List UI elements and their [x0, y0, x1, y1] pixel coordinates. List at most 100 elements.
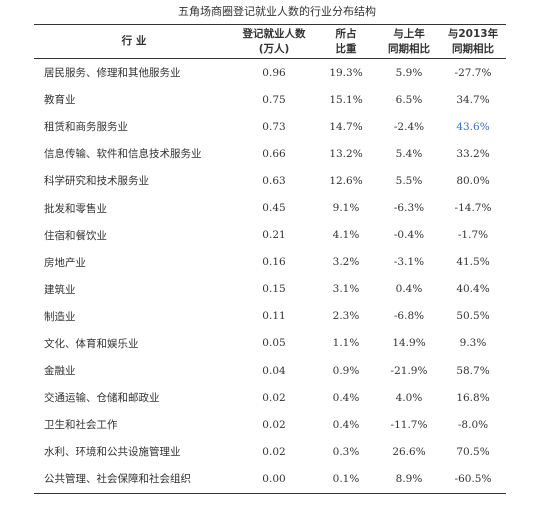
table-row: 住宿和餐饮业 0.21 4.1% -0.4% -1.7% [34, 222, 506, 249]
table-row: 卫生和社会工作 0.02 0.4% -11.7% -8.0% [34, 411, 506, 438]
header-line: 同期相比 [388, 42, 430, 55]
table-cell: 0.75 [262, 93, 286, 106]
table-cell: 16.8% [456, 391, 490, 404]
table-cell: 5.4% [395, 147, 423, 160]
table-cell: 0.4% [332, 391, 360, 404]
table-cell: 50.5% [456, 310, 490, 323]
table-header: 行 业登记就业人数 (万人) 所占 比重 与上年 同期相比 与2013年 同期相比 [34, 24, 506, 59]
table-cell: 0.02 [262, 418, 286, 431]
table-cell: 0.21 [262, 229, 286, 242]
table-cell: -6.3% [393, 202, 425, 215]
header-cell: 所占 比重 [314, 25, 378, 59]
table-cell: 2.3% [332, 310, 360, 323]
table-cell: 26.6% [392, 445, 426, 458]
table-cell: -0.4% [393, 229, 425, 242]
table-cell: 4.1% [332, 229, 360, 242]
header-line: 所占 [335, 27, 357, 40]
table-cell: 3.1% [332, 283, 360, 296]
table-row: 交通运输、仓储和邮政业 0.02 0.4% 4.0% 16.8% [34, 384, 506, 411]
table-row: 文化、体育和娱乐业 0.05 1.1% 14.9% 9.3% [34, 330, 506, 357]
table-cell: 建筑业 [44, 283, 76, 296]
table-cell: 水利、环境和公共设施管理业 [44, 446, 181, 459]
header-line: 登记就业人数 [242, 27, 306, 40]
table-cell: 41.5% [456, 256, 490, 269]
table-row: 教育业 0.75 15.1% 6.5% 34.7% [34, 86, 506, 113]
table-cell: 0.66 [262, 147, 286, 160]
table-cell: 0.4% [395, 283, 423, 296]
header-line: 与上年 [393, 27, 425, 40]
table-cell: 信息传输、软件和信息技术服务业 [44, 148, 202, 161]
table-cell: 0.00 [262, 472, 286, 485]
table-cell: 0.3% [332, 445, 360, 458]
table-cell: 文化、体育和娱乐业 [44, 337, 139, 350]
table-cell: 租赁和商务服务业 [44, 121, 128, 134]
header-line: 比重 [335, 42, 357, 55]
table-row: 居民服务、修理和其他服务业 0.96 19.3% 5.9% -27.7% [34, 59, 506, 87]
header-cell: 与上年 同期相比 [378, 25, 440, 59]
table-row: 水利、环境和公共设施管理业 0.02 0.3% 26.6% 70.5% [34, 438, 506, 465]
table-cell: 教育业 [44, 94, 76, 107]
table-cell: 5.5% [395, 174, 423, 187]
table-cell: -27.7% [454, 66, 492, 79]
table-cell: 5.9% [395, 66, 423, 79]
table-cell: 房地产业 [44, 256, 86, 269]
table-cell: 0.11 [262, 310, 286, 323]
table-row: 公共管理、社会保障和社会组织 0.00 0.1% 8.9% -60.5% [34, 465, 506, 493]
table-cell: 金融业 [44, 365, 76, 378]
header-cell: 登记就业人数 (万人) [234, 25, 314, 59]
table-cell: 0.16 [262, 256, 286, 269]
table-cell: 0.4% [332, 418, 360, 431]
table-cell: 0.05 [262, 337, 286, 350]
table-cell: 公共管理、社会保障和社会组织 [44, 473, 191, 486]
table-row: 建筑业 0.15 3.1% 0.4% 40.4% [34, 276, 506, 303]
table-cell: 33.2% [456, 147, 490, 160]
table-row: 批发和零售业 0.45 9.1% -6.3% -14.7% [34, 194, 506, 221]
table-cell: -1.7% [457, 229, 489, 242]
header-line: 与2013年 [447, 27, 499, 40]
title: 五角场商圈登记就业人数的行业分布结构 [178, 5, 376, 18]
table-cell: 9.3% [459, 337, 487, 350]
table-cell: 19.3% [329, 66, 363, 79]
table-cell: 9.1% [332, 202, 360, 215]
table-cell: 0.02 [262, 391, 286, 404]
table-row: 租赁和商务服务业 0.73 14.7% -2.4% 43.6% [34, 113, 506, 140]
table-body: 居民服务、修理和其他服务业 0.96 19.3% 5.9% -27.7% 教育业 0.75 1… [34, 59, 506, 493]
table-cell: 34.7% [456, 93, 490, 106]
table-cell: 0.96 [262, 66, 286, 79]
table: 行 业登记就业人数 (万人) 所占 比重 与上年 同期相比 与2013年 同期相比 居民服务、… [34, 24, 506, 494]
table-cell: 0.1% [332, 472, 360, 485]
header-cell: 与2013年 同期相比 [440, 25, 506, 59]
table-cell: 58.7% [456, 364, 490, 377]
table-row: 房地产业 0.16 3.2% -3.1% 41.5% [34, 249, 506, 276]
table-cell: -2.4% [393, 120, 425, 133]
table-row: 科学研究和技术服务业 0.63 12.6% 5.5% 80.0% [34, 167, 506, 194]
table-row: 金融业 0.04 0.9% -21.9% 58.7% [34, 357, 506, 384]
table-cell: 4.0% [395, 391, 423, 404]
table-cell: 0.9% [332, 364, 360, 377]
header-cell: 行 业 [34, 25, 234, 59]
table-cell: -21.9% [390, 364, 428, 377]
table-cell: 制造业 [44, 310, 76, 323]
table-cell: -6.8% [393, 310, 425, 323]
table-cell: -8.0% [457, 418, 489, 431]
table-cell: 3.2% [332, 256, 360, 269]
table-cell: 6.5% [395, 93, 423, 106]
table-cell: -14.7% [454, 202, 492, 215]
table-cell: 0.15 [262, 283, 286, 296]
table-cell: 0.02 [262, 445, 286, 458]
table-cell: 80.0% [456, 174, 490, 187]
header-line: 行 业 [121, 35, 147, 47]
table-cell: 15.1% [329, 93, 363, 106]
table-cell: -3.1% [393, 256, 425, 269]
header-row: 行 业登记就业人数 (万人) 所占 比重 与上年 同期相比 与2013年 同期相比 [34, 24, 506, 59]
table-row: 制造业 0.11 2.3% -6.8% 50.5% [34, 303, 506, 330]
table-cell: -60.5% [454, 472, 492, 485]
table-cell: 0.45 [262, 202, 286, 215]
header-line: 同期相比 [452, 42, 494, 55]
table-cell: 0.73 [262, 120, 286, 133]
table-cell: 14.7% [329, 120, 363, 133]
table-cell: 1.1% [332, 337, 360, 350]
table-cell: 住宿和餐饮业 [44, 229, 107, 242]
table-cell: 交通运输、仓储和邮政业 [44, 392, 160, 405]
table-cell: 0.63 [262, 174, 286, 187]
